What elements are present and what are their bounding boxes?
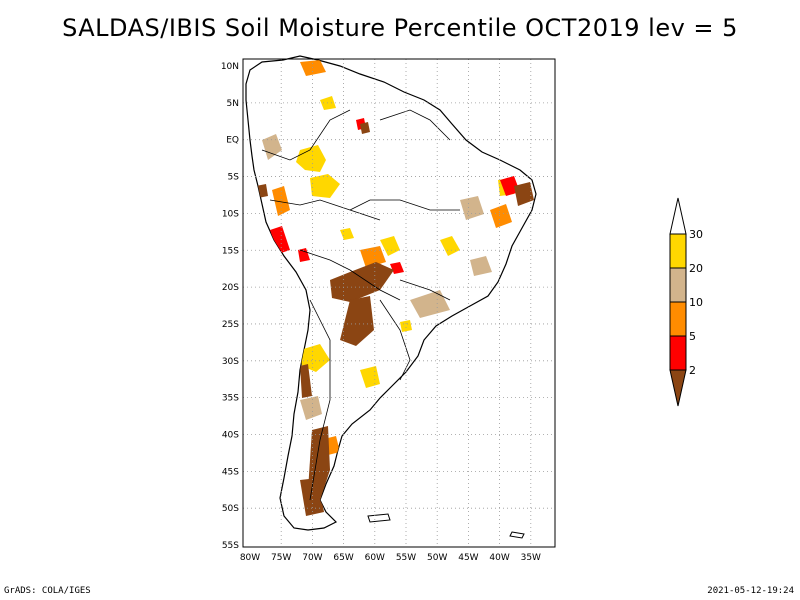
legend-bin [669, 301, 687, 337]
lon-label: 40W [489, 553, 509, 563]
lat-label: 55S [222, 541, 239, 551]
legend-bin-highest [669, 197, 687, 235]
lon-label: 65W [333, 553, 353, 563]
lat-label: 30S [222, 357, 239, 367]
lat-label: 50S [222, 504, 239, 514]
legend-label: 5 [689, 330, 696, 343]
footer-credit: GrADS: COLA/IGES [4, 586, 91, 596]
legend-label: 2 [689, 364, 696, 377]
legend-bin [669, 233, 687, 269]
lon-label: 60W [365, 553, 385, 563]
lon-label: 55W [396, 553, 416, 563]
longitude-labels: 80W 75W 70W 65W 60W 55W 50W 45W 40W 35W [240, 553, 541, 563]
lat-label: 15S [222, 246, 239, 256]
lat-label: 10N [221, 62, 239, 72]
lat-label: 5S [228, 173, 240, 183]
lon-label: 45W [458, 553, 478, 563]
map-title: SALDAS/IBIS Soil Moisture Percentile OCT… [62, 14, 738, 42]
lat-label: 40S [222, 431, 239, 441]
legend-bin [669, 267, 687, 303]
map-frame [242, 58, 556, 548]
latitude-labels: 10N 5N EQ 5S 10S 15S 20S 25S 30S 35S 40S 45S 50S 55S [221, 62, 239, 551]
lon-label: 70W [302, 553, 322, 563]
color-legend: 2 5 10 20 30 [669, 197, 703, 407]
lat-label: EQ [226, 136, 239, 146]
legend-bin-lowest [669, 369, 687, 407]
grid-lines [243, 59, 555, 547]
legend-label: 20 [689, 262, 703, 275]
legend-bin [669, 335, 687, 371]
falklands [367, 513, 391, 523]
lat-label: 5N [227, 99, 239, 109]
lat-label: 25S [222, 320, 239, 330]
lon-label: 35W [521, 553, 541, 563]
lat-label: 45S [222, 467, 239, 477]
lat-label: 35S [222, 394, 239, 404]
legend-label: 30 [689, 228, 703, 241]
lon-label: 50W [427, 553, 447, 563]
south-georgia [509, 531, 525, 539]
legend-label: 10 [689, 296, 703, 309]
lon-label: 75W [271, 553, 291, 563]
lat-label: 10S [222, 209, 239, 219]
percentile-fill [256, 60, 534, 516]
lon-label: 80W [240, 553, 260, 563]
footer-timestamp: 2021-05-12-19:24 [707, 586, 794, 596]
lat-label: 20S [222, 283, 239, 293]
